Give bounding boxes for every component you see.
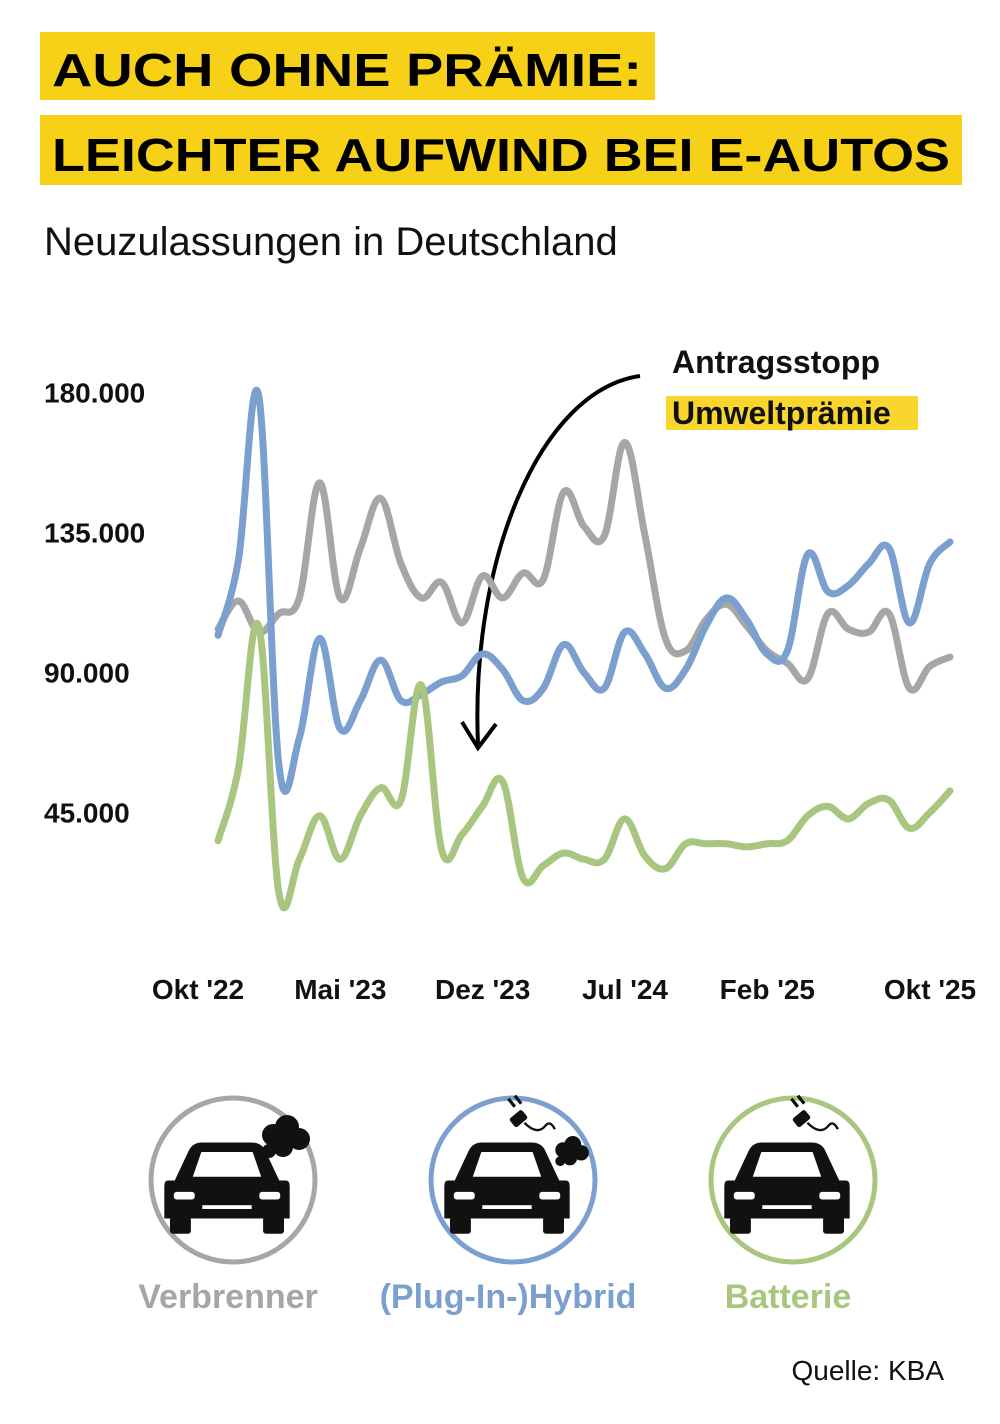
title-highlight xyxy=(40,115,962,185)
series-line xyxy=(214,619,954,912)
legend-label: Batterie xyxy=(725,1278,852,1316)
source: Quelle: KBA xyxy=(791,1355,944,1386)
annotation-arrowhead xyxy=(460,720,498,752)
chart-subtitle: Neuzulassungen in Deutschland xyxy=(44,220,618,264)
chart-title: LEICHTER AUFWIND BEI E-AUTOS xyxy=(52,129,950,181)
y-tick-label: 45.000 xyxy=(44,798,130,829)
series-line xyxy=(214,438,954,694)
annotation: Umweltprämie xyxy=(672,395,891,431)
title-highlight xyxy=(40,32,655,100)
legend: Verbrenner (Plug-In-)Hybrid Batterie xyxy=(138,1093,878,1316)
x-tick-label: Mai '23 xyxy=(294,974,386,1005)
legend-label: Verbrenner xyxy=(138,1278,318,1316)
x-tick-label: Okt '25 xyxy=(884,974,976,1005)
legend-item: Batterie xyxy=(708,1093,878,1316)
y-tick-label: 180.000 xyxy=(44,378,145,409)
x-tick-label: Okt '22 xyxy=(152,974,244,1005)
series-line xyxy=(214,386,954,795)
annotation-highlight xyxy=(666,396,918,430)
annotation-arrow xyxy=(475,374,641,746)
y-tick-label: 90.000 xyxy=(44,658,130,689)
legend-item: (Plug-In-)Hybrid xyxy=(380,1093,637,1316)
plot-area: 45.000 90.000 135.000 180.000 Okt '22 Mai '23… xyxy=(44,378,976,1005)
x-tick-label: Dez '23 xyxy=(435,974,530,1005)
legend-item: Verbrenner xyxy=(138,1095,318,1316)
x-tick-label: Jul '24 xyxy=(582,974,668,1005)
x-tick-label: Feb '25 xyxy=(720,974,815,1005)
annotation: Antragsstopp xyxy=(672,344,880,380)
legend-label: (Plug-In-)Hybrid xyxy=(380,1278,637,1316)
y-tick-label: 135.000 xyxy=(44,518,145,549)
chart-title: AUCH OHNE PRÄMIE: xyxy=(52,44,642,96)
